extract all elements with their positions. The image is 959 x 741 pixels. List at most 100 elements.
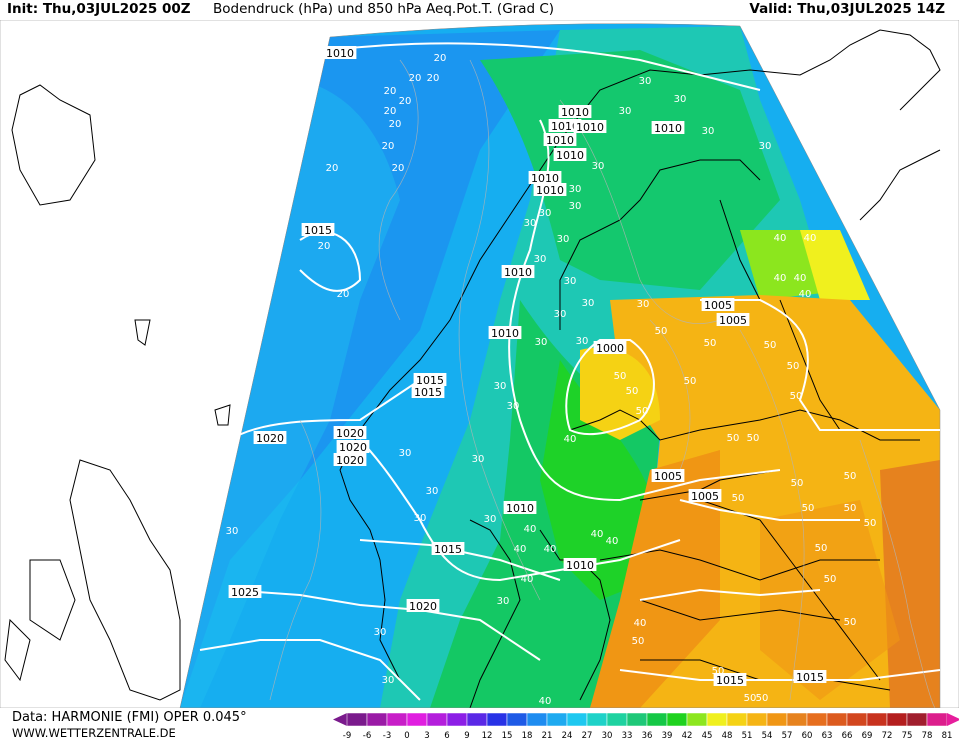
isobar-label: 1010: [491, 327, 519, 340]
theta-e-label: 20: [399, 96, 412, 107]
theta-e-label: 30: [759, 141, 772, 152]
scale-color-box: [526, 712, 548, 727]
isobar-label: 1005: [719, 314, 747, 327]
theta-e-label: 40: [774, 273, 787, 284]
theta-e-label: 40: [564, 434, 577, 445]
scale-color-box: [506, 712, 528, 727]
isobar-label-bg: [228, 585, 262, 598]
scale-tick-label: 21: [542, 731, 553, 741]
theta-e-label: 50: [614, 371, 627, 382]
theta-e-label: 50: [815, 543, 828, 554]
map-header: Init: Thu,03JUL2025 00Z Bodendruck (hPa)…: [0, 0, 959, 20]
scale-tick-label: 72: [882, 731, 893, 741]
theta-e-label: 50: [747, 433, 760, 444]
isobar-label-bg: [488, 326, 522, 339]
theta-e-label: 50: [655, 326, 668, 337]
theta-e-label: 50: [744, 693, 757, 704]
theta-e-label: 30: [524, 218, 537, 229]
theta-e-label: 40: [591, 529, 604, 540]
theta-e-label: 20: [392, 163, 405, 174]
scale-tick-label: 60: [802, 731, 813, 741]
theta-e-label: 40: [794, 273, 807, 284]
isobar-label-bg: [503, 501, 537, 514]
isobar-label: 1010: [561, 106, 589, 119]
scale-tick-label: 54: [762, 731, 773, 741]
theta-e-label: 40: [634, 618, 647, 629]
isobar-label-bg: [688, 489, 722, 502]
theta-e-label: 40: [521, 574, 534, 585]
theta-e-label: 50: [802, 503, 815, 514]
theta-e-label: 50: [864, 518, 877, 529]
scale-color-box: [926, 712, 948, 727]
scale-tick-label: 75: [902, 731, 913, 741]
theta-e-label: 20: [427, 73, 440, 84]
theta-e-label: 50: [844, 503, 857, 514]
isobar-label: 1010: [551, 120, 579, 133]
theta-e-label: 30: [582, 298, 595, 309]
scale-color-box: [726, 712, 748, 727]
scale-color-box: [566, 712, 588, 727]
scale-tick-label: 6: [444, 731, 449, 741]
theta-e-label: 30: [426, 486, 439, 497]
theta-e-label: 30: [639, 76, 652, 87]
theta-e-label: 30: [507, 401, 520, 412]
scale-tick-label: 9: [464, 731, 469, 741]
isobars: [199, 42, 941, 701]
scale-tick-label: 30: [602, 731, 613, 741]
isobar-label-bg: [431, 542, 465, 555]
theta-e-label: 50: [636, 406, 649, 417]
theta-e-label: 40: [514, 544, 527, 555]
isobar-label-bg: [573, 120, 607, 133]
isobar-label: 1015: [416, 374, 444, 387]
isobar-label: 1015: [414, 386, 442, 399]
scale-color-box: [406, 712, 428, 727]
scale-tick-label: 39: [662, 731, 673, 741]
scale-color-box: [586, 712, 608, 727]
isobar-label: 1010: [546, 134, 574, 147]
isobar-label: 1025: [231, 586, 259, 599]
scale-color-box: [606, 712, 628, 727]
isobar-label-bg: [411, 385, 445, 398]
theta-e-label: 30: [539, 208, 552, 219]
scale-color-box: [686, 712, 708, 727]
isobar-label: 1015: [716, 674, 744, 687]
scale-tick-label: 33: [622, 731, 633, 741]
theta-e-label: 50: [684, 376, 697, 387]
isobar-label-bg: [533, 183, 567, 196]
scale-tick-label: 51: [742, 731, 753, 741]
scale-color-box: [866, 712, 888, 727]
isobar-label-bg: [528, 171, 562, 184]
scale-tick-label: 0: [404, 731, 409, 741]
scale-tick-label: 57: [782, 731, 793, 741]
scale-color-box: [766, 712, 788, 727]
weather-map[interactable]: 1010101010101010101010101010101010101010…: [0, 20, 959, 708]
scale-color-box: [906, 712, 928, 727]
scale-tick-label: 42: [682, 731, 693, 741]
isobar-label-bg: [333, 426, 367, 439]
scale-arrow-right: [947, 713, 959, 726]
contour-labels: 1010101010101010101010101010101010101010…: [226, 46, 877, 707]
theta-e-label: 30: [702, 126, 715, 137]
isobar-label-bg: [651, 469, 685, 482]
isobar-label: 1010: [556, 149, 584, 162]
theta-e-label: 50: [712, 666, 725, 677]
theta-e-label: 40: [799, 289, 812, 300]
theta-e-label: 20: [318, 241, 331, 252]
isobar-label: 1010: [504, 266, 532, 279]
init-time: Init: Thu,03JUL2025 00Z: [7, 1, 191, 17]
isobar-label: 1005: [654, 470, 682, 483]
isobar-label-bg: [563, 558, 597, 571]
isobar-label: 1010: [536, 184, 564, 197]
scale-color-box: [546, 712, 568, 727]
theta-e-label: 30: [374, 627, 387, 638]
scale-tick-label: 12: [482, 731, 493, 741]
scale-color-box: [846, 712, 868, 727]
theta-e-label: 20: [382, 141, 395, 152]
isobar-label-bg: [553, 148, 587, 161]
isobar-label-bg: [333, 453, 367, 466]
scale-color-box: [346, 712, 368, 727]
scale-tick-label: 18: [522, 731, 533, 741]
scale-tick-label: -6: [363, 731, 371, 741]
theta-e-label: 50: [632, 636, 645, 647]
theta-e-label: 30: [382, 675, 395, 686]
